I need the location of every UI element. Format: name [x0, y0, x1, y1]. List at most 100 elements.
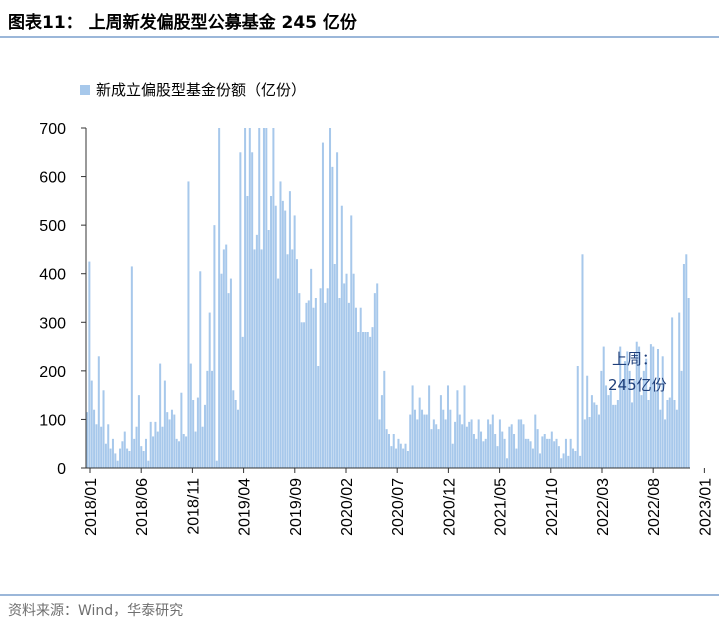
bar — [168, 419, 171, 468]
bar — [170, 409, 173, 468]
bar — [682, 264, 685, 468]
bar — [227, 293, 230, 468]
bar — [680, 370, 683, 468]
x-axis-ticks: 2018/01 2018/06 2018/11 2019/04 2019/09 2020/… — [83, 468, 714, 536]
bar — [305, 302, 308, 468]
title-divider — [0, 36, 719, 38]
bar — [225, 244, 228, 468]
bar — [579, 455, 582, 468]
bar — [116, 460, 119, 468]
bar — [435, 424, 438, 468]
bar — [359, 307, 362, 468]
bar — [581, 254, 584, 468]
bar — [326, 288, 329, 468]
bar — [614, 404, 617, 468]
bar — [609, 390, 612, 468]
x-tick-label: 2018/01 — [83, 478, 100, 536]
bar — [536, 429, 539, 468]
bar — [366, 332, 369, 468]
bar — [303, 322, 306, 468]
bar — [229, 278, 232, 468]
bar — [642, 370, 645, 468]
bar — [477, 419, 480, 468]
bar — [392, 434, 395, 468]
legend-swatch — [80, 85, 90, 95]
bar — [255, 234, 258, 468]
bar — [623, 361, 626, 468]
bar — [546, 438, 549, 468]
bar — [605, 385, 608, 468]
bar — [402, 448, 405, 468]
bar — [616, 400, 619, 468]
annotation-line-2: 245亿份 — [608, 376, 667, 394]
bar — [272, 128, 275, 468]
y-tick-label: 300 — [39, 315, 66, 332]
bar — [600, 370, 603, 468]
bar — [560, 458, 563, 468]
bar — [152, 436, 155, 468]
bar — [557, 446, 560, 468]
bar — [206, 370, 209, 468]
bar — [277, 278, 280, 468]
bar — [635, 341, 638, 468]
bar-chart: 新成立偏股型基金份额（亿份） 0 100 200 300 400 500 600 700 20… — [39, 81, 714, 536]
bar — [562, 453, 565, 468]
bar — [222, 249, 225, 468]
bar — [121, 441, 124, 468]
y-tick-label: 700 — [39, 121, 66, 138]
bar-series — [86, 128, 690, 469]
bar — [388, 434, 391, 468]
bar — [595, 404, 598, 468]
bar — [114, 453, 117, 468]
bar — [237, 409, 240, 468]
bar — [534, 414, 537, 468]
annotation-line-1: 上周： — [612, 350, 657, 368]
bar — [371, 327, 374, 468]
y-tick-label: 200 — [39, 364, 66, 381]
bar — [378, 419, 381, 468]
bar — [350, 215, 353, 468]
bar — [673, 400, 676, 468]
bar — [239, 152, 242, 468]
bar — [553, 441, 556, 468]
bar — [461, 424, 464, 468]
bar — [314, 298, 317, 468]
bar — [607, 395, 610, 468]
bar — [104, 443, 107, 468]
bar — [258, 128, 261, 468]
bar — [465, 426, 468, 468]
bar — [333, 264, 336, 468]
bar — [288, 191, 291, 468]
bar — [593, 402, 596, 468]
bar — [310, 268, 313, 468]
bar — [527, 438, 530, 468]
x-tick-label: 2023/01 — [697, 478, 714, 536]
bar — [178, 441, 181, 468]
bar — [373, 293, 376, 468]
bar — [654, 390, 657, 468]
y-tick-label: 400 — [39, 267, 66, 284]
bar — [602, 346, 605, 468]
bar — [340, 205, 343, 468]
bar — [668, 397, 671, 468]
bar — [109, 448, 112, 468]
bar — [416, 419, 419, 468]
bar — [293, 215, 296, 468]
x-tick-label: 2021/10 — [544, 478, 561, 536]
bar — [208, 312, 211, 468]
bar — [418, 397, 421, 468]
bar — [144, 438, 147, 468]
bar — [211, 370, 214, 468]
bar — [295, 259, 298, 468]
bar — [666, 400, 669, 468]
bar — [107, 424, 110, 468]
bar — [369, 336, 372, 468]
bar — [548, 438, 551, 468]
y-tick-label: 500 — [39, 218, 66, 235]
bar — [281, 200, 284, 469]
x-tick-label: 2022/03 — [595, 478, 612, 536]
bar — [550, 431, 553, 468]
bar — [456, 390, 459, 468]
bar — [463, 385, 466, 468]
bar — [496, 446, 499, 468]
